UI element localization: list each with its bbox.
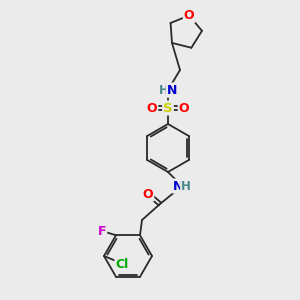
Text: S: S [163, 101, 173, 115]
Text: N: N [167, 83, 177, 97]
Text: O: O [147, 101, 157, 115]
Text: O: O [179, 101, 189, 115]
Text: H: H [181, 179, 191, 193]
Text: Cl: Cl [116, 257, 129, 271]
Text: H: H [159, 83, 169, 97]
Text: F: F [98, 225, 106, 238]
Text: O: O [143, 188, 153, 200]
Text: N: N [173, 179, 183, 193]
Text: O: O [184, 9, 194, 22]
